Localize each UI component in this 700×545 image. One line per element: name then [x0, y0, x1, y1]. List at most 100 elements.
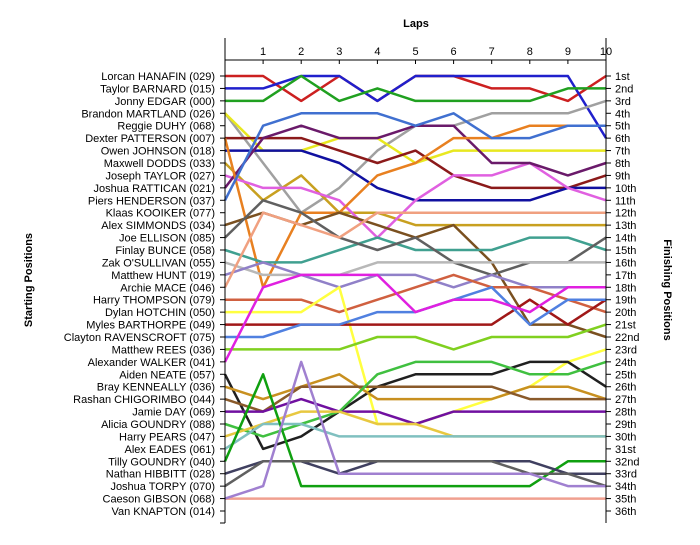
finishing-position-label: 29th — [615, 419, 636, 431]
starting-position-label: Dylan HOTCHIN (050) — [105, 307, 215, 319]
right-axis-title: Finishing Positions — [661, 239, 673, 340]
x-tick-label: 5 — [412, 46, 418, 58]
series-line-23 — [225, 323, 607, 351]
finishing-position-label: 12th — [615, 208, 636, 220]
x-tick-label: 3 — [336, 46, 342, 58]
series-line-17 — [224, 261, 606, 289]
starting-position-label: Clayton RAVENSCROFT (075) — [64, 332, 215, 344]
starting-position-label: Joshua RATTICAN (021) — [94, 183, 215, 195]
left-axis-title: Starting Positions — [23, 233, 35, 327]
starting-position-label: Aiden NEATE (057) — [119, 369, 215, 381]
starting-position-label: Alex EADES (061) — [125, 444, 215, 456]
chart-title: Laps — [403, 18, 429, 30]
starting-position-label: Zak O'SULLIVAN (055) — [102, 257, 215, 269]
starting-position-label: Brandon MARTLAND (026) — [81, 108, 215, 120]
starting-position-label: Caeson GIBSON (068) — [103, 494, 216, 506]
starting-position-label: Harry THOMPSON (079) — [93, 295, 215, 307]
starting-position-label: Harry PEARS (047) — [119, 431, 215, 443]
x-tick-label: 4 — [374, 46, 380, 58]
finishing-position-label: 16th — [615, 257, 636, 269]
finishing-position-label: 19th — [615, 295, 636, 307]
finishing-position-label: 23rd — [615, 344, 637, 356]
series-line-32 — [223, 373, 606, 488]
series-line-24 — [223, 273, 606, 363]
x-tick-label: 2 — [298, 46, 304, 58]
series-line-12 — [223, 112, 606, 201]
series-line-6 — [225, 136, 607, 190]
series-lines — [223, 74, 608, 500]
starting-position-label: Jonny EDGAR (000) — [115, 96, 215, 108]
x-tick-label: 10 — [600, 46, 612, 58]
starting-position-label: Joseph TAYLOR (027) — [106, 170, 215, 182]
finishing-position-label: 18th — [615, 282, 636, 294]
x-tick-label: 8 — [527, 46, 533, 58]
series-line-4 — [224, 99, 607, 214]
series-line-34 — [224, 460, 607, 488]
finishing-position-label: 13th — [615, 220, 636, 232]
series-line-33 — [224, 460, 606, 475]
finishing-position-label: 5th — [615, 121, 630, 133]
finishing-position-label: 7th — [615, 146, 630, 158]
finishing-position-label: 28th — [615, 407, 636, 419]
finishing-position-label: 35th — [615, 494, 636, 506]
x-tick-label: 9 — [565, 46, 571, 58]
starting-position-label: Rashan CHIGORIMBO (044) — [73, 394, 215, 406]
finishing-position-label: 30th — [615, 431, 636, 443]
series-line-27 — [224, 385, 606, 413]
x-tick-label: 1 — [260, 46, 266, 58]
starting-position-label: Alicia GOUNDRY (088) — [101, 419, 215, 431]
series-line-10 — [224, 124, 607, 189]
starting-position-label: Archie MACE (046) — [120, 282, 215, 294]
starting-position-label: Dexter PATTERSON (007) — [85, 133, 215, 145]
finishing-position-label: 25th — [615, 369, 636, 381]
series-line-29 — [224, 360, 607, 438]
series-line-8 — [224, 162, 606, 227]
starting-position-label: Matthew HUNT (019) — [111, 270, 215, 282]
finishing-position-label: 33rd — [615, 469, 637, 481]
series-line-31 — [224, 422, 606, 450]
starting-position-label: Myles BARTHORPE (049) — [86, 320, 215, 332]
series-line-21 — [225, 298, 607, 326]
starting-position-label: Van KNAPTON (014) — [111, 506, 215, 518]
series-line-16 — [224, 261, 606, 277]
finishing-position-label: 32nd — [615, 456, 639, 468]
series-line-9 — [224, 161, 607, 239]
series-line-36 — [224, 360, 606, 500]
series-line-19 — [225, 273, 607, 314]
finishing-position-label: 36th — [615, 506, 636, 518]
starting-position-label: Piers HENDERSON (037) — [88, 195, 215, 207]
finishing-position-label: 6th — [615, 133, 630, 145]
finishing-position-label: 11th — [615, 195, 636, 207]
starting-position-label: Klaas KOOIKER (077) — [106, 208, 215, 220]
finishing-position-label: 31st — [615, 444, 636, 456]
finishing-position-label: 20th — [615, 307, 636, 319]
starting-position-label: Reggie DUHY (068) — [117, 121, 215, 133]
finishing-position-label: 2nd — [615, 83, 633, 95]
series-line-26 — [224, 373, 607, 401]
series-line-25 — [223, 360, 607, 451]
finishing-position-label: 14th — [615, 233, 636, 245]
finishing-position-label: 9th — [615, 170, 630, 182]
series-line-11 — [223, 124, 606, 289]
finishing-position-label: 34th — [615, 481, 636, 493]
finishing-position-label: 21st — [615, 320, 636, 332]
finishing-position-label: 24th — [615, 357, 636, 369]
starting-position-label: Maxwell DODDS (033) — [104, 158, 215, 170]
starting-position-label: Joe ELLISON (085) — [119, 233, 215, 245]
starting-position-label: Jamie DAY (069) — [132, 407, 215, 419]
finishing-position-label: 27th — [615, 394, 636, 406]
starting-position-label: Nathan HIBBITT (028) — [106, 469, 215, 481]
finishing-position-label: 15th — [615, 245, 636, 257]
starting-position-label: Joshua TORPY (070) — [110, 481, 215, 493]
x-tick-label: 7 — [489, 46, 495, 58]
starting-position-label: Lorcan HANAFIN (029) — [101, 71, 215, 83]
starting-position-label: Alexander WALKER (041) — [88, 357, 215, 369]
series-line-14 — [224, 236, 607, 264]
axis-ticks — [220, 60, 611, 524]
finishing-position-label: 26th — [615, 382, 636, 394]
starting-position-label: Owen JOHNSON (018) — [101, 146, 215, 158]
finishing-position-label: 3rd — [615, 96, 631, 108]
finishing-position-label: 8th — [615, 158, 630, 170]
